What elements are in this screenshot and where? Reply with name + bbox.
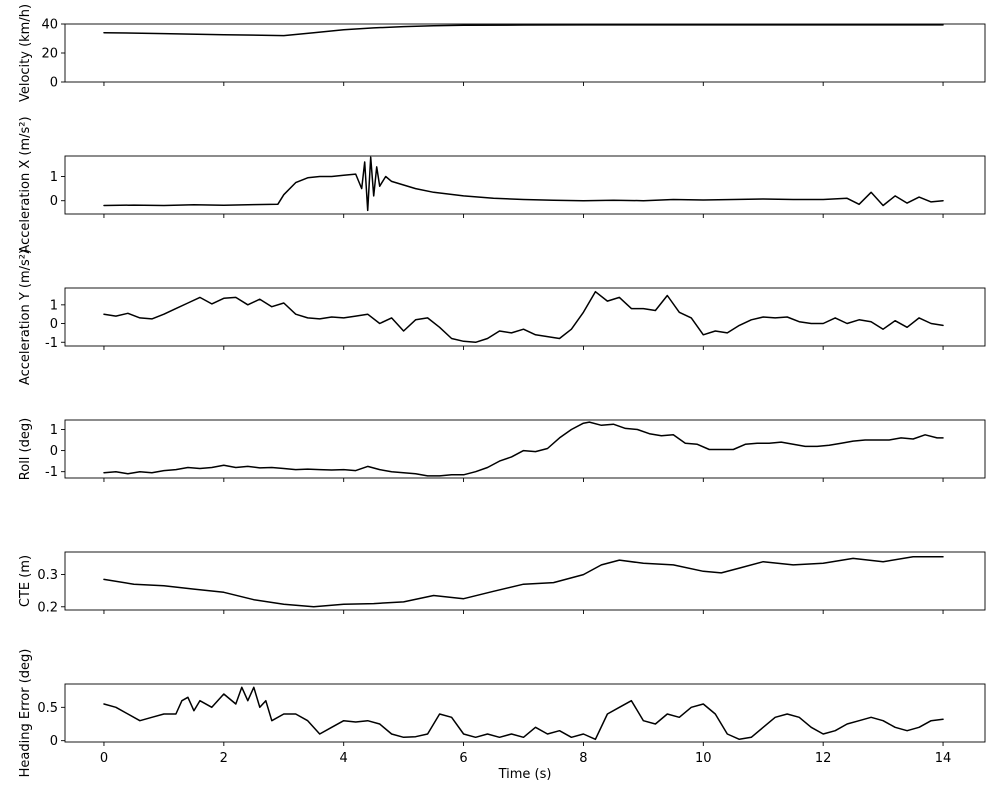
y-tick-label: 0.2 xyxy=(37,600,58,615)
y-tick-label: 0 xyxy=(50,76,58,91)
y-axis-label: Acceleration Y (m/s²) xyxy=(18,249,33,385)
y-tick-label: 1 xyxy=(50,170,58,185)
y-axis-label: Velocity (km/h) xyxy=(18,4,33,102)
series-line-6-1 xyxy=(103,686,944,741)
x-tick-label: 14 xyxy=(935,751,952,766)
y-axis-label: Acceleration X (m/s²) xyxy=(18,116,33,253)
axes-frame xyxy=(64,287,986,347)
y-tick-label: 0 xyxy=(50,317,58,332)
y-tick-label: -1 xyxy=(45,336,58,351)
y-axis-label: Heading Error (deg) xyxy=(18,649,33,778)
subplot-6: 0 0.5 0 2 4 6 8 10 12 14 Heading Error (deg) Time (… xyxy=(18,649,986,782)
series-line-4-1 xyxy=(103,421,944,477)
y-tick-label: 0.5 xyxy=(37,701,58,716)
y-axis-label: CTE (m) xyxy=(18,555,33,607)
axes-frame xyxy=(64,155,986,215)
y-axis-label: Roll (deg) xyxy=(18,418,33,480)
subplot-5: 0.2 0.3 CTE (m) xyxy=(18,551,986,615)
y-tick-label: -1 xyxy=(45,465,58,480)
y-tick-label: 0 xyxy=(50,194,58,209)
x-tick-label: 10 xyxy=(695,751,712,766)
axes-frame xyxy=(64,683,986,743)
y-tick-label: 1 xyxy=(50,423,58,438)
x-tick-label: 12 xyxy=(815,751,832,766)
x-axis-label: Time (s) xyxy=(498,767,552,782)
subplot-2: 0 1 Acceleration X (m/s²) xyxy=(18,116,986,254)
x-tick-label: 0 xyxy=(100,751,108,766)
subplot-3: -1 0 1 Acceleration Y (m/s²) xyxy=(18,249,986,385)
axes-frame xyxy=(64,551,986,611)
subplot-4: -1 0 1 Roll (deg) xyxy=(18,418,986,482)
y-tick-label: 0.3 xyxy=(37,568,58,583)
y-tick-label: 0 xyxy=(50,444,58,459)
subplot-1: 0 20 40 Velocity (km/h) xyxy=(18,4,986,102)
y-tick-label: 0 xyxy=(50,734,58,749)
y-tick-label: 20 xyxy=(41,47,58,62)
series-line-1-1 xyxy=(103,24,944,37)
series-line-3-1 xyxy=(103,290,944,344)
y-tick-label: 1 xyxy=(50,298,58,313)
series-line-5-1 xyxy=(103,556,944,608)
x-tick-label: 2 xyxy=(220,751,228,766)
x-tick-label: 6 xyxy=(459,751,467,766)
series-line-2-1 xyxy=(103,156,944,212)
x-tick-label: 8 xyxy=(579,751,587,766)
y-tick-label: 40 xyxy=(41,18,58,33)
axes-frame xyxy=(64,419,986,479)
x-tick-label: 4 xyxy=(340,751,348,766)
